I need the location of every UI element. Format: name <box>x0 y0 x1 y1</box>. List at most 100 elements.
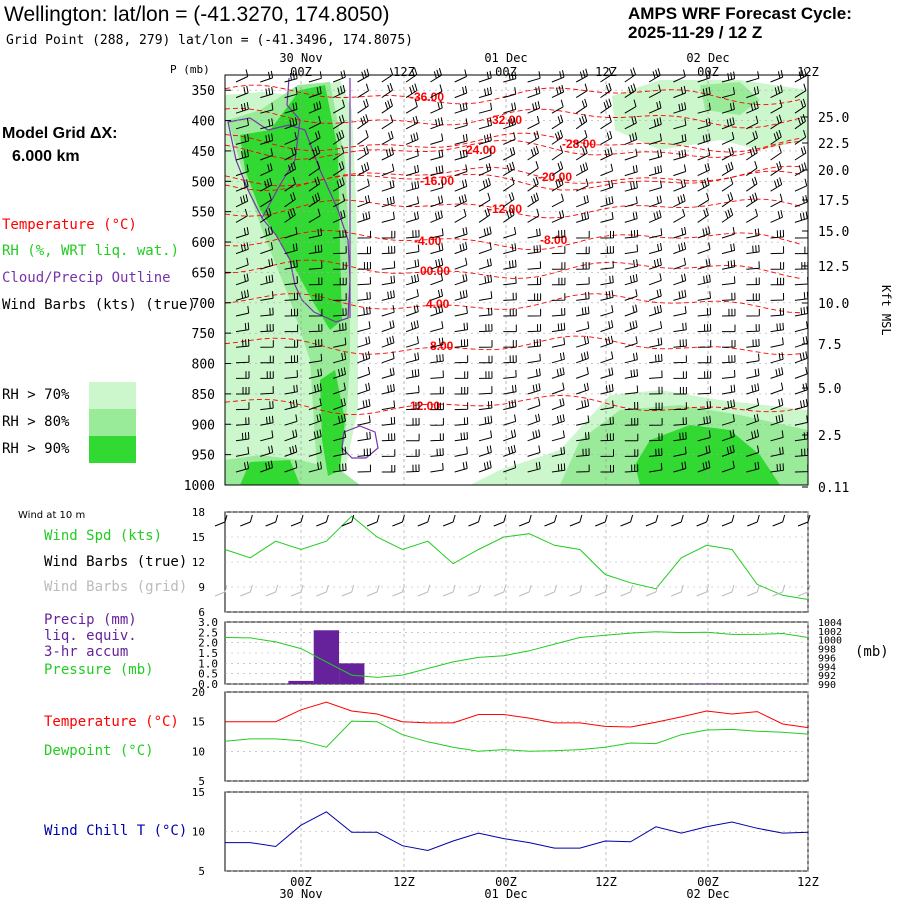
pressure-tick-label: 750 <box>192 327 215 342</box>
wind-barb <box>673 118 687 130</box>
wind-barb <box>794 351 808 364</box>
wind-barb <box>576 321 590 333</box>
wind-barb <box>406 401 420 411</box>
wind-barb <box>503 429 517 442</box>
wind-barb <box>333 229 347 239</box>
wind-barb <box>405 336 419 348</box>
wind-barb <box>235 227 249 239</box>
wind10m-barb <box>797 514 811 527</box>
wind-barb <box>284 117 298 130</box>
pressure-ytick-label: 1004 <box>818 618 842 629</box>
wind-barb <box>794 211 808 223</box>
wind-barb <box>333 382 346 395</box>
temperature-line <box>225 701 809 729</box>
wind-barb <box>503 259 517 270</box>
wind10m-barb <box>316 514 329 527</box>
height-tick-label: 7.5 <box>818 338 841 353</box>
pressure-ytick-label: 994 <box>818 662 836 673</box>
wind-barb <box>600 367 614 379</box>
wind-barb <box>333 246 347 255</box>
isotherm-label: 00.00 <box>420 264 450 278</box>
rh90-band-low <box>635 425 780 485</box>
wind-barb <box>600 465 614 473</box>
wind-barb <box>624 401 639 411</box>
wind-barb <box>308 145 321 161</box>
wind-barb <box>624 352 638 364</box>
wind-barb <box>235 306 250 317</box>
wind-barb <box>260 460 273 473</box>
wind-barb <box>697 102 711 114</box>
wind-barb <box>624 433 639 442</box>
wind-barb <box>551 246 566 255</box>
wind-chill-line <box>225 811 809 852</box>
wind10m-barb-grid <box>316 584 329 597</box>
wind-barb <box>503 355 517 364</box>
wind-barb <box>551 277 566 286</box>
wind-barb <box>405 320 419 333</box>
wind-barb <box>308 115 321 130</box>
legend-wind-barbs: Wind Barbs (kts) (true) <box>2 297 196 313</box>
wind-barb <box>454 402 469 411</box>
wind-barb <box>478 70 492 83</box>
wind-barb <box>357 431 371 442</box>
wind-barb <box>333 463 347 473</box>
wind-barb <box>478 242 492 255</box>
wind-barb <box>381 230 396 239</box>
wind-barb <box>308 353 323 364</box>
wind-barb <box>600 130 613 145</box>
wind-barb <box>697 133 711 145</box>
wind-barb <box>527 338 541 348</box>
wind-barb <box>260 226 273 239</box>
wind-barb <box>405 304 419 317</box>
wind-barb <box>600 196 614 208</box>
wind-barb <box>576 382 589 395</box>
wind10m-barb <box>595 514 608 527</box>
wind-barb <box>697 258 711 270</box>
wind-barb <box>624 368 639 379</box>
wind-barb <box>235 417 250 426</box>
pressure-tick-label: 350 <box>192 84 215 99</box>
wind-barb <box>527 145 539 161</box>
wind-barb <box>478 400 493 411</box>
wind-barb <box>527 445 541 457</box>
wind-barb <box>308 339 323 348</box>
wind-barb <box>673 431 687 442</box>
wind-barb <box>357 114 369 130</box>
wind-barb <box>600 180 614 192</box>
precip-bar <box>693 683 720 684</box>
wind-barb <box>527 308 542 317</box>
wind-barb <box>575 114 588 130</box>
wind10m-barb <box>442 514 456 527</box>
wind10m-barb-grid <box>569 584 583 597</box>
wind-barb <box>721 161 734 177</box>
wind-barb <box>600 449 614 457</box>
temp-ytick-label: 10 <box>192 745 205 758</box>
wind-barb <box>332 145 345 161</box>
wind-barb <box>406 368 420 379</box>
wind-barb <box>551 293 566 301</box>
wind-barb <box>478 207 491 223</box>
precip-bar <box>288 680 314 684</box>
wind-barb <box>576 336 590 348</box>
wind-barb <box>794 83 807 99</box>
date-label-top: 02 Dec <box>686 51 729 65</box>
wind10m-barb-grid <box>671 584 684 597</box>
wind-barb <box>624 244 639 255</box>
wind-barb <box>454 371 469 379</box>
wind-barb <box>721 117 735 130</box>
wind-barb <box>770 210 783 223</box>
wind-barb <box>405 164 420 177</box>
wind-barb <box>673 242 687 255</box>
wind10m-barb-grid <box>747 584 760 597</box>
wind10m-barb <box>366 514 380 527</box>
wind-barb <box>357 246 371 255</box>
wind-barb <box>235 273 249 286</box>
wind-barb <box>794 178 808 192</box>
wind-barb <box>746 413 759 426</box>
wind-barb <box>308 324 323 333</box>
wind-barb <box>260 401 274 411</box>
date-label-top: 01 Dec <box>484 51 527 65</box>
wind-barb <box>721 369 736 379</box>
wind-barb <box>576 211 590 223</box>
wind-barb <box>235 371 250 379</box>
